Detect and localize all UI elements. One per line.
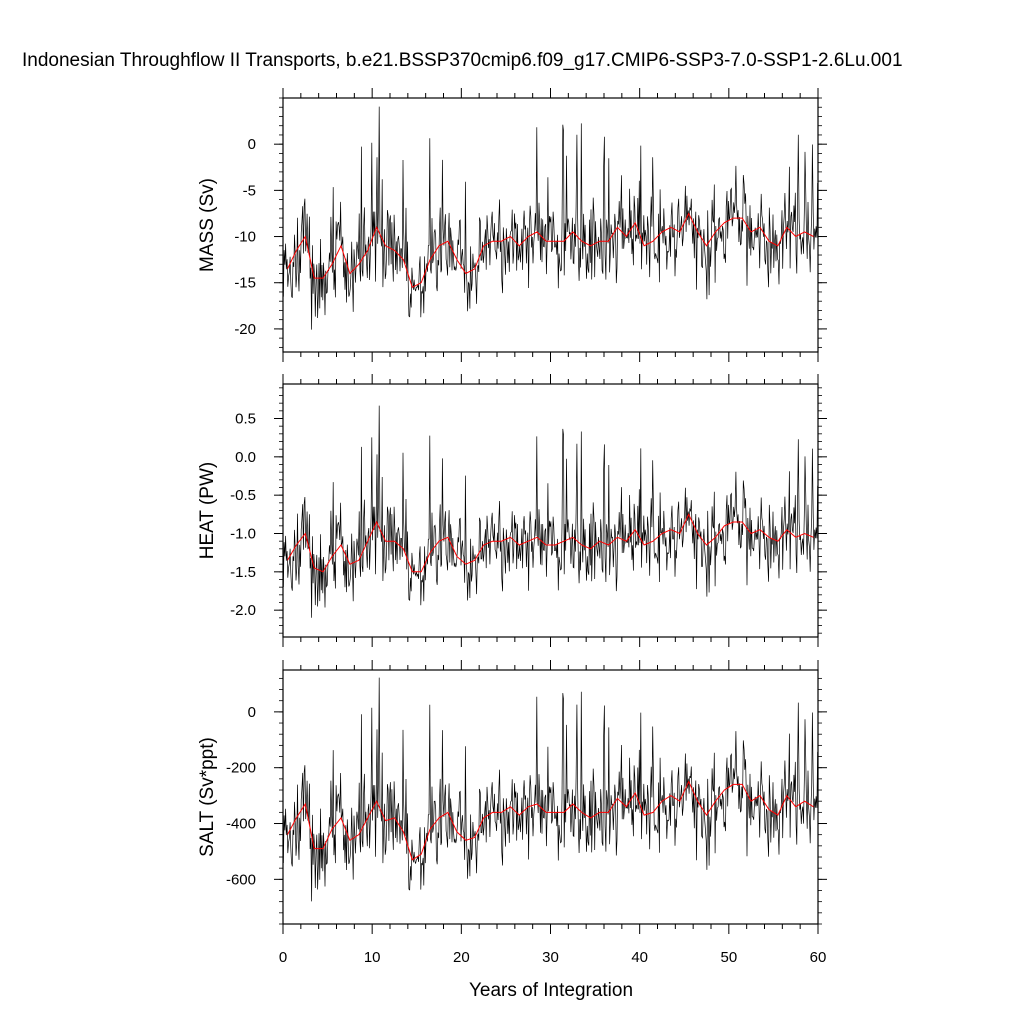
x-tick-label: 40 <box>631 949 648 966</box>
y-tick-label: -0.5 <box>230 487 256 504</box>
y-tick-label: 0 <box>248 704 256 721</box>
y-tick-label: -10 <box>234 229 256 246</box>
x-tick-label: 30 <box>542 949 559 966</box>
y-axis-label: HEAT (PW) <box>197 462 218 559</box>
y-tick-label: -20 <box>234 321 256 338</box>
y-tick-label: -5 <box>243 182 256 199</box>
y-tick-label: 0.0 <box>235 449 256 466</box>
x-tick-label: 60 <box>810 949 827 966</box>
y-tick-label: -400 <box>226 816 256 833</box>
x-axis-label: Years of Integration <box>469 980 633 1001</box>
panel-frame <box>282 97 819 353</box>
annual-mean-line <box>287 212 814 289</box>
annual-mean-line <box>287 780 814 861</box>
x-tick-label: 50 <box>720 949 737 966</box>
panel-salt: 0 -200 -400 -600 SALT (Sv*ppt) 0 10 20 30 40 50 60 <box>197 660 827 966</box>
y-axis-label: SALT (Sv*ppt) <box>197 737 218 857</box>
y-tick-label: 0 <box>248 136 256 153</box>
annual-mean-line <box>287 513 814 573</box>
monthly-series-line <box>283 106 818 330</box>
y-tick-label: 0.5 <box>235 411 256 428</box>
x-tick-label: 20 <box>453 949 470 966</box>
monthly-series-line <box>283 677 818 902</box>
y-tick-label: -15 <box>234 275 256 292</box>
y-tick-label: -1.5 <box>230 564 256 581</box>
panel-mass: 0 -5 -10 -15 -20 MASS (Sv) <box>197 88 827 362</box>
y-tick-label: -600 <box>226 871 256 888</box>
y-tick-label: -2.0 <box>230 602 256 619</box>
y-tick-label: -1.0 <box>230 526 256 543</box>
x-tick-label: 10 <box>364 949 381 966</box>
panel-frame <box>282 383 819 638</box>
y-axis-label: MASS (Sv) <box>197 178 218 272</box>
panel-heat: 0.5 0.0 -0.5 -1.0 -1.5 -2.0 HEAT (PW) <box>197 374 827 647</box>
monthly-series-line <box>283 405 818 618</box>
y-tick-label: -200 <box>226 760 256 777</box>
x-tick-label: 0 <box>279 949 287 966</box>
chart-title: Indonesian Throughflow II Transports, b.… <box>22 50 903 71</box>
